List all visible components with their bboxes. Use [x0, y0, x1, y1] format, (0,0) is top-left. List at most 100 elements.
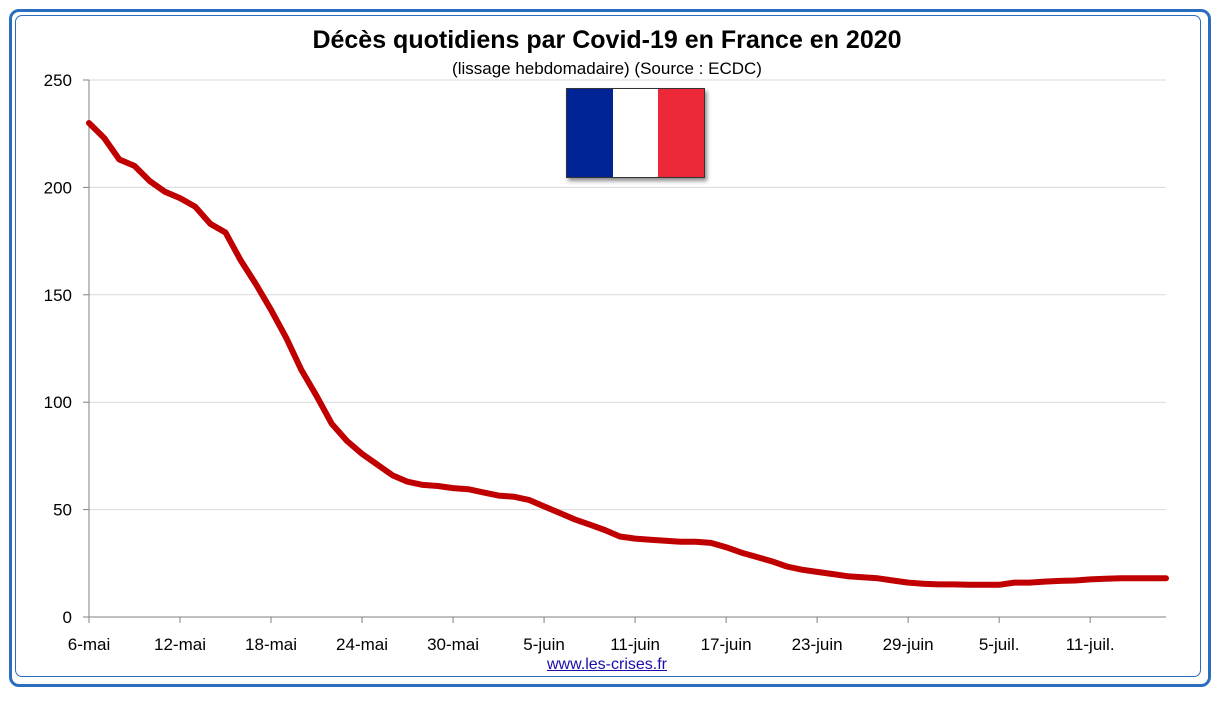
y-tick-label: 50 [53, 501, 72, 520]
axes [88, 80, 1166, 618]
data-point [86, 120, 92, 126]
data-point [981, 582, 987, 588]
data-point [1087, 576, 1093, 583]
data-point [753, 554, 760, 560]
x-tick-label: 29-juin [883, 635, 934, 654]
data-point [222, 229, 229, 236]
data-point [101, 135, 107, 141]
x-tick-label: 24-mai [336, 635, 388, 654]
source-link[interactable]: www.les-crises.fr [546, 656, 667, 673]
chart-title: Décès quotidiens par Covid-19 en France … [312, 26, 902, 54]
data-point [1163, 575, 1169, 581]
y-tick-label: 200 [44, 178, 72, 197]
data-point [177, 195, 183, 201]
x-tick-label: 5-juil. [979, 635, 1020, 654]
data-point [784, 563, 790, 570]
data-point [238, 257, 244, 263]
data-point [632, 536, 638, 542]
x-tick-label: 23-juin [792, 635, 843, 654]
series-line [86, 120, 1169, 588]
data-point [162, 189, 168, 195]
data-point [799, 567, 805, 573]
data-point [875, 575, 881, 581]
data-point [738, 550, 744, 556]
x-tick-label: 6-mai [68, 635, 111, 654]
data-point [283, 335, 289, 341]
data-point [723, 544, 729, 550]
data-point [450, 485, 456, 491]
data-point [344, 438, 350, 444]
data-point [662, 538, 669, 544]
data-point [1026, 580, 1033, 586]
data-point [935, 581, 942, 588]
data-point [268, 307, 274, 313]
y-axis-ticks: 0 50 100 150 200 250 [44, 71, 89, 627]
data-point [996, 582, 1002, 588]
french-flag-icon [566, 88, 705, 178]
data-point [905, 580, 911, 586]
flag-stripe-red [658, 89, 705, 177]
data-point [920, 581, 926, 587]
data-point [602, 527, 608, 533]
data-point [480, 489, 486, 495]
data-point [769, 558, 775, 564]
data-point [678, 539, 684, 545]
data-point [890, 577, 896, 584]
data-point [1133, 575, 1139, 581]
y-tick-label: 250 [44, 71, 72, 90]
x-tick-label: 11-juin [610, 635, 660, 654]
data-point [435, 483, 441, 489]
data-point [147, 178, 153, 184]
data-point [1011, 580, 1017, 586]
series-layer [86, 120, 1169, 588]
data-point [1072, 577, 1078, 584]
x-tick-label: 17-juin [701, 635, 752, 654]
x-tick-label: 18-mai [245, 635, 297, 654]
data-point [860, 574, 866, 580]
data-point [374, 461, 380, 468]
flag-stripe-white [612, 89, 659, 177]
x-tick-label: 11-juil. [1066, 635, 1115, 654]
data-point [966, 582, 972, 588]
data-point [556, 510, 562, 516]
data-point [708, 540, 714, 546]
data-point [951, 581, 957, 588]
data-point [511, 494, 517, 500]
x-tick-label: 5-juin [523, 635, 565, 654]
chart-frame [9, 9, 1211, 687]
data-point [571, 516, 578, 522]
data-point [541, 503, 547, 509]
gridlines [89, 79, 1166, 511]
y-tick-label: 0 [63, 608, 72, 627]
data-point [829, 571, 835, 577]
data-point [465, 486, 471, 492]
data-point [389, 472, 395, 478]
flag-stripe-blue [567, 89, 613, 177]
chart-inner-frame [15, 15, 1201, 677]
data-point [404, 479, 411, 485]
data-point [1102, 576, 1108, 582]
data-point [496, 493, 502, 499]
data-point [1117, 575, 1124, 581]
x-tick-label: 30-mai [427, 635, 479, 654]
data-point [693, 539, 699, 545]
y-tick-label: 100 [44, 393, 72, 412]
data-point [131, 163, 138, 169]
x-tick-label: 12-mai [154, 635, 206, 654]
data-point [207, 221, 213, 227]
data-point [253, 281, 259, 287]
data-point [647, 537, 653, 543]
chart-subtitle: (lissage hebdomadaire) (Source : ECDC) [452, 59, 762, 78]
data-point [1057, 578, 1063, 584]
data-point [587, 522, 593, 528]
data-point [313, 393, 320, 399]
data-point [1042, 579, 1048, 585]
data-point [526, 497, 532, 503]
data-point [329, 421, 335, 427]
data-point [298, 367, 304, 373]
data-point [420, 482, 426, 488]
data-point [116, 156, 122, 163]
y-tick-label: 150 [44, 286, 72, 305]
data-point [192, 204, 198, 210]
